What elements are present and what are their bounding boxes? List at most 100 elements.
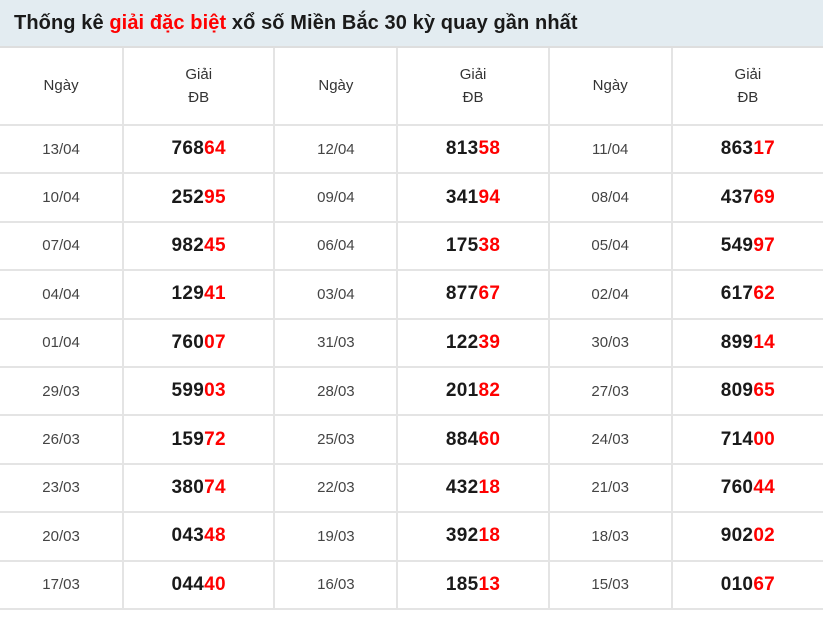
draw-date-cell: 23/03	[0, 463, 125, 514]
prize-number-tail: 44	[753, 476, 776, 498]
prize-number-head: 185	[445, 573, 479, 595]
prize-number-cell: 12239	[397, 318, 550, 368]
prize-number-tail: 14	[753, 331, 776, 353]
prize-number-tail: 67	[478, 283, 501, 305]
prize-number-tail: 94	[478, 186, 501, 208]
prize-number-tail: 95	[204, 186, 226, 208]
prize-number-tail: 02	[753, 525, 776, 547]
prize-number-head: 175	[445, 234, 479, 256]
table-header-row: Ngày Giải ĐB Ngày Giải ĐB Ngày Giải	[0, 48, 823, 126]
column-header-prize-3: Giải ĐB	[671, 48, 823, 126]
prize-number-cell: 90202	[671, 512, 823, 562]
prize-number-tail: 64	[204, 138, 226, 160]
prize-number-head: 549	[720, 234, 754, 256]
prize-number-cell: 04348	[123, 512, 276, 562]
prize-number-head: 044	[171, 573, 205, 595]
prize-number-head: 982	[171, 234, 205, 256]
column-header-date-2: Ngày	[274, 48, 399, 126]
prize-number-head: 252	[171, 186, 205, 208]
draw-date-cell: 22/03	[274, 463, 399, 514]
title-segment-suffix: xổ số Miền Bắc 30 kỳ quay gần nhất	[226, 12, 578, 34]
prize-number-tail: 69	[753, 186, 776, 208]
draw-date-cell: 01/04	[0, 318, 125, 368]
draw-date-cell: 30/03	[548, 318, 673, 368]
prize-number-tail: 65	[753, 380, 776, 402]
column-header-prize-1-line2: ĐB	[188, 89, 210, 106]
draw-date-cell: 18/03	[548, 512, 673, 562]
page-title-bar: Thống kê giải đặc biệt xổ số Miền Bắc 30…	[0, 0, 823, 48]
prize-number-tail: 41	[204, 283, 226, 305]
draw-date-cell: 20/03	[0, 512, 125, 562]
prize-number-head: 010	[720, 573, 754, 595]
prize-number-cell: 04440	[123, 560, 276, 610]
prize-number-head: 159	[171, 428, 205, 450]
draw-date-cell: 05/04	[548, 221, 673, 272]
prize-number-cell: 59903	[123, 366, 276, 417]
prize-number-tail: 82	[478, 380, 501, 402]
prize-number-cell: 25295	[123, 173, 276, 223]
draw-date-cell: 21/03	[548, 463, 673, 514]
draw-date-cell: 27/03	[548, 366, 673, 417]
draw-date-cell: 31/03	[274, 318, 399, 368]
prize-number-cell: 98245	[123, 221, 276, 272]
column-header-date-2-label: Ngày	[318, 77, 354, 95]
prize-number-head: 201	[445, 380, 479, 402]
column-header-prize-1-line1: Giải	[185, 65, 213, 83]
prize-number-tail: 97	[753, 234, 776, 256]
prize-number-head: 380	[171, 476, 205, 498]
prize-number-head: 760	[720, 476, 754, 498]
draw-date-cell: 06/04	[274, 221, 399, 272]
prize-number-head: 813	[445, 138, 479, 160]
prize-number-tail: 07	[204, 331, 226, 353]
draw-date-cell: 24/03	[548, 415, 673, 465]
table-row: 26/03 15972 25/03 88460 24/03 71400	[0, 415, 823, 465]
prize-number-head: 432	[445, 476, 479, 498]
draw-date-cell: 08/04	[548, 173, 673, 223]
prize-number-cell: 43769	[671, 173, 823, 223]
prize-number-cell: 76864	[123, 125, 276, 175]
prize-number-tail: 38	[478, 234, 501, 256]
prize-number-head: 863	[720, 138, 754, 160]
prize-number-cell: 54997	[671, 221, 823, 272]
draw-date-cell: 28/03	[274, 366, 399, 417]
prize-number-tail: 13	[478, 573, 501, 595]
lottery-stats-table: Ngày Giải ĐB Ngày Giải ĐB Ngày Giải	[0, 48, 823, 610]
prize-number-head: 768	[171, 138, 205, 160]
draw-date-cell: 16/03	[274, 560, 399, 610]
prize-number-tail: 18	[478, 525, 501, 547]
prize-number-cell: 15972	[123, 415, 276, 465]
table-row: 13/04 76864 12/04 81358 11/04 86317	[0, 125, 823, 175]
prize-number-cell: 88460	[397, 415, 550, 465]
column-header-prize-2: Giải ĐB	[397, 48, 550, 126]
prize-number-head: 884	[445, 428, 479, 450]
prize-number-head: 599	[171, 380, 205, 402]
table-row: 04/04 12941 03/04 87767 02/04 61762	[0, 270, 823, 320]
prize-number-head: 899	[720, 331, 754, 353]
table-row: 10/04 25295 09/04 34194 08/04 43769	[0, 173, 823, 223]
draw-date-cell: 25/03	[274, 415, 399, 465]
page-title: Thống kê giải đặc biệt xổ số Miền Bắc 30…	[14, 13, 578, 33]
prize-number-cell: 87767	[397, 270, 550, 320]
prize-number-cell: 34194	[397, 173, 550, 223]
draw-date-cell: 17/03	[0, 560, 125, 610]
prize-number-head: 437	[720, 186, 754, 208]
prize-number-tail: 48	[204, 525, 226, 547]
column-header-date-1-label: Ngày	[43, 77, 79, 95]
column-header-prize-2-line2: ĐB	[462, 89, 484, 106]
prize-number-cell: 71400	[671, 415, 823, 465]
prize-number-cell: 89914	[671, 318, 823, 368]
prize-number-head: 877	[445, 283, 479, 305]
prize-number-cell: 81358	[397, 125, 550, 175]
prize-number-tail: 18	[478, 476, 501, 498]
prize-number-cell: 80965	[671, 366, 823, 417]
draw-date-cell: 03/04	[274, 270, 399, 320]
draw-date-cell: 12/04	[274, 125, 399, 175]
prize-number-head: 809	[720, 380, 754, 402]
prize-number-tail: 17	[753, 138, 776, 160]
prize-number-cell: 43218	[397, 463, 550, 514]
column-header-date-3: Ngày	[548, 48, 673, 126]
prize-number-tail: 62	[753, 283, 776, 305]
draw-date-cell: 04/04	[0, 270, 125, 320]
draw-date-cell: 11/04	[548, 125, 673, 175]
